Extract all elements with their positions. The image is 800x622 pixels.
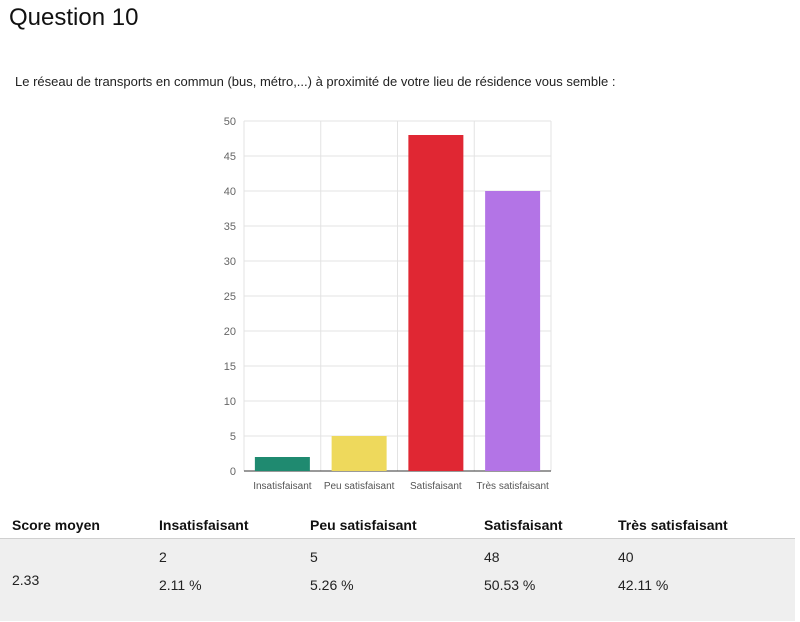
percent-value: 2.11 % bbox=[159, 577, 202, 593]
bar bbox=[254, 457, 310, 471]
cell-insatisfaisant: 2 2.11 % bbox=[147, 538, 298, 621]
count-value: 2 bbox=[159, 549, 167, 565]
y-tick-label: 30 bbox=[224, 256, 236, 268]
y-tick-label: 35 bbox=[224, 221, 236, 233]
x-tick-label: Satisfaisant bbox=[410, 481, 462, 492]
page-title: Question 10 bbox=[9, 4, 139, 31]
x-tick-label: Insatisfaisant bbox=[253, 481, 312, 492]
y-tick-label: 0 bbox=[230, 466, 236, 478]
percent-value: 42.11 % bbox=[618, 577, 669, 593]
y-tick-label: 25 bbox=[224, 291, 236, 303]
x-tick-label: Peu satisfaisant bbox=[324, 481, 395, 492]
bar bbox=[408, 135, 464, 471]
percent-value: 50.53 % bbox=[484, 577, 536, 593]
y-tick-label: 10 bbox=[224, 396, 236, 408]
y-tick-label: 5 bbox=[230, 431, 236, 443]
header-score: Score moyen bbox=[0, 511, 147, 539]
count-value: 5 bbox=[310, 549, 318, 565]
y-tick-label: 20 bbox=[224, 326, 236, 338]
header-insatisfaisant: Insatisfaisant bbox=[147, 511, 298, 539]
question-text: Le réseau de transports en commun (bus, … bbox=[15, 74, 616, 89]
y-tick-label: 15 bbox=[224, 361, 236, 373]
score-value: 2.33 bbox=[0, 538, 147, 621]
y-tick-label: 50 bbox=[224, 116, 236, 128]
bar bbox=[485, 191, 541, 471]
x-tick-labels: Insatisfaisant Peu satisfaisant Satisfaisa… bbox=[253, 481, 549, 492]
y-tick-label: 45 bbox=[224, 151, 236, 163]
x-tick-label: Très satisfaisant bbox=[476, 481, 549, 492]
cell-tres-satisfaisant: 40 42.11 % bbox=[606, 538, 795, 621]
header-tres-satisfaisant: Très satisfaisant bbox=[606, 511, 795, 539]
cell-peu-satisfaisant: 5 5.26 % bbox=[298, 538, 472, 621]
bar bbox=[331, 436, 387, 471]
header-satisfaisant: Satisfaisant bbox=[472, 511, 606, 539]
count-value: 40 bbox=[618, 549, 634, 565]
y-tick-label: 40 bbox=[224, 186, 236, 198]
bar-chart: 0 5 10 15 20 25 30 35 40 45 50 Insatisfaisant Peu s… bbox=[224, 116, 552, 492]
bars bbox=[254, 135, 541, 471]
statistics-table: Score moyen Insatisfaisant Peu satisfais… bbox=[0, 511, 795, 621]
percent-value: 5.26 % bbox=[310, 577, 354, 593]
y-tick-labels: 0 5 10 15 20 25 30 35 40 45 50 bbox=[224, 116, 236, 478]
cell-satisfaisant: 48 50.53 % bbox=[472, 538, 606, 621]
header-peu-satisfaisant: Peu satisfaisant bbox=[298, 511, 472, 539]
count-value: 48 bbox=[484, 549, 500, 565]
